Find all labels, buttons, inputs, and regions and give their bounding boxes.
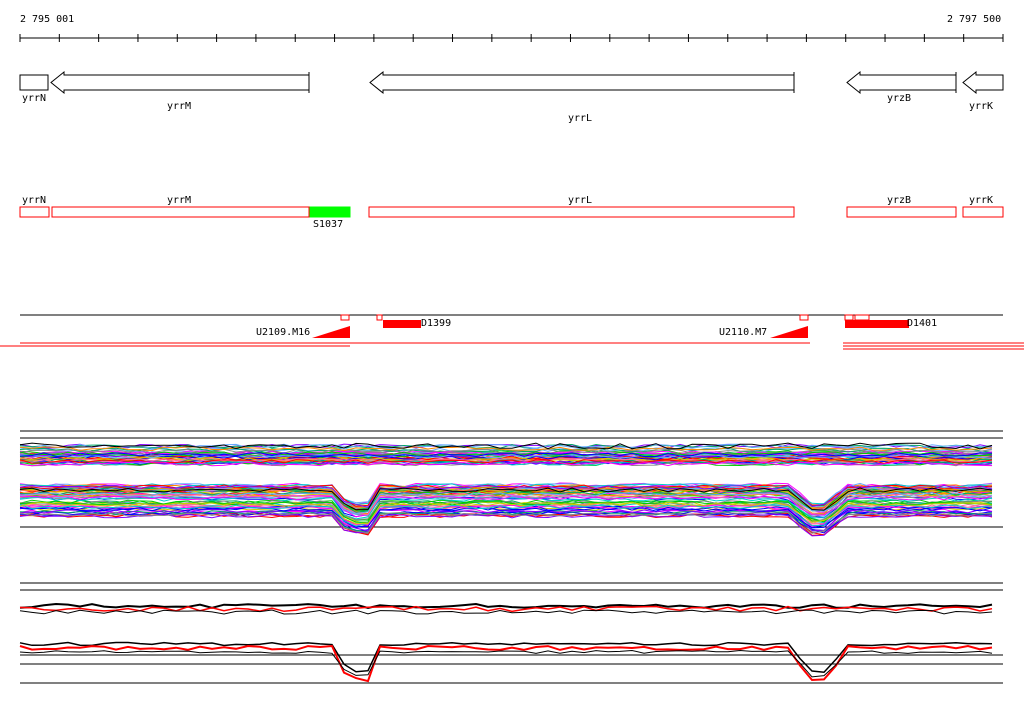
expression-line <box>19 504 993 528</box>
annotation-box-yrrK <box>962 206 1004 218</box>
transcript-label-D1401: D1401 <box>907 318 938 329</box>
annotation-label-yrzB: yrzB <box>887 195 912 206</box>
annotation-label-S1037: S1037 <box>313 219 344 230</box>
transcript-label-D1399: D1399 <box>421 318 452 329</box>
transcript-tick <box>854 314 870 321</box>
ruler-ticks <box>19 34 1004 42</box>
transcript-track <box>0 314 1024 350</box>
expression-line <box>19 609 993 615</box>
annotation-box-yrzB <box>846 206 957 218</box>
expression-summary-panel <box>19 582 1003 684</box>
expression-profile-panel <box>19 430 1003 537</box>
expression-line <box>19 492 993 516</box>
gene-label-yrzB: yrzB <box>887 93 912 104</box>
transcript-wedge-U2109 <box>312 326 350 338</box>
gene-arrow-yrrM <box>50 70 310 95</box>
expression-line <box>19 501 993 525</box>
ruler-start-label: 2 795 001 <box>20 14 75 25</box>
annotation-box-yrrN <box>19 206 50 218</box>
transcript-tick <box>376 314 383 321</box>
expression-line <box>19 461 993 467</box>
expression-line <box>19 504 993 527</box>
expression-line <box>19 513 993 536</box>
transcript-label-U2110: U2110.M7 <box>719 327 768 338</box>
gene-arrow-yrzB <box>846 70 957 95</box>
annotation-label-yrrK: yrrK <box>969 195 994 206</box>
annotation-label-yrrN: yrrN <box>22 195 47 206</box>
expression-line <box>19 458 993 464</box>
gene-label-yrrL: yrrL <box>568 113 593 124</box>
expression-line <box>19 448 993 454</box>
annotation-highlight-S1037 <box>309 206 351 218</box>
annotation-track <box>19 206 1004 218</box>
transcript-tick <box>844 314 854 321</box>
gene-arrow-yrrK <box>962 70 1004 95</box>
annotation-box-yrrL <box>368 206 795 218</box>
expression-line <box>19 484 993 508</box>
transcript-tick <box>340 314 350 321</box>
expression-line <box>19 495 993 518</box>
annotation-label-yrrL: yrrL <box>568 195 593 206</box>
expression-line <box>19 605 993 613</box>
expression-line <box>19 641 993 673</box>
annotation-box-yrrM <box>51 206 310 218</box>
expression-line <box>19 491 993 515</box>
ruler-end-label: 2 797 500 <box>947 14 1002 25</box>
expression-line <box>19 513 993 537</box>
transcript-label-U2109: U2109.M16 <box>256 327 311 338</box>
gene-label-yrrN: yrrN <box>22 93 47 104</box>
expression-line <box>19 511 993 534</box>
expression-line <box>19 490 993 513</box>
expression-line <box>19 500 993 523</box>
expression-line <box>19 506 993 529</box>
transcript-wedge-U2110 <box>770 326 808 338</box>
expression-line <box>19 602 993 610</box>
gene-arrow-yrrL <box>369 70 795 95</box>
expression-line <box>19 487 993 511</box>
coordinate-ruler <box>19 34 1004 42</box>
transcript-block-D1399 <box>383 320 421 328</box>
expression-line <box>19 442 993 450</box>
expression-line <box>19 644 993 683</box>
transcript-block-D1401 <box>845 320 909 328</box>
gene-label-yrrM: yrrM <box>167 101 192 112</box>
expression-line <box>19 484 993 508</box>
expression-line <box>19 649 993 678</box>
gene-track <box>19 70 1004 95</box>
expression-line <box>19 446 993 452</box>
expression-line <box>19 452 993 458</box>
transcript-tick <box>799 314 809 321</box>
gene-arrow-yrrN <box>19 74 49 91</box>
gene-label-yrrK: yrrK <box>969 101 994 112</box>
expression-line <box>19 459 993 464</box>
annotation-label-yrrM: yrrM <box>167 195 192 206</box>
